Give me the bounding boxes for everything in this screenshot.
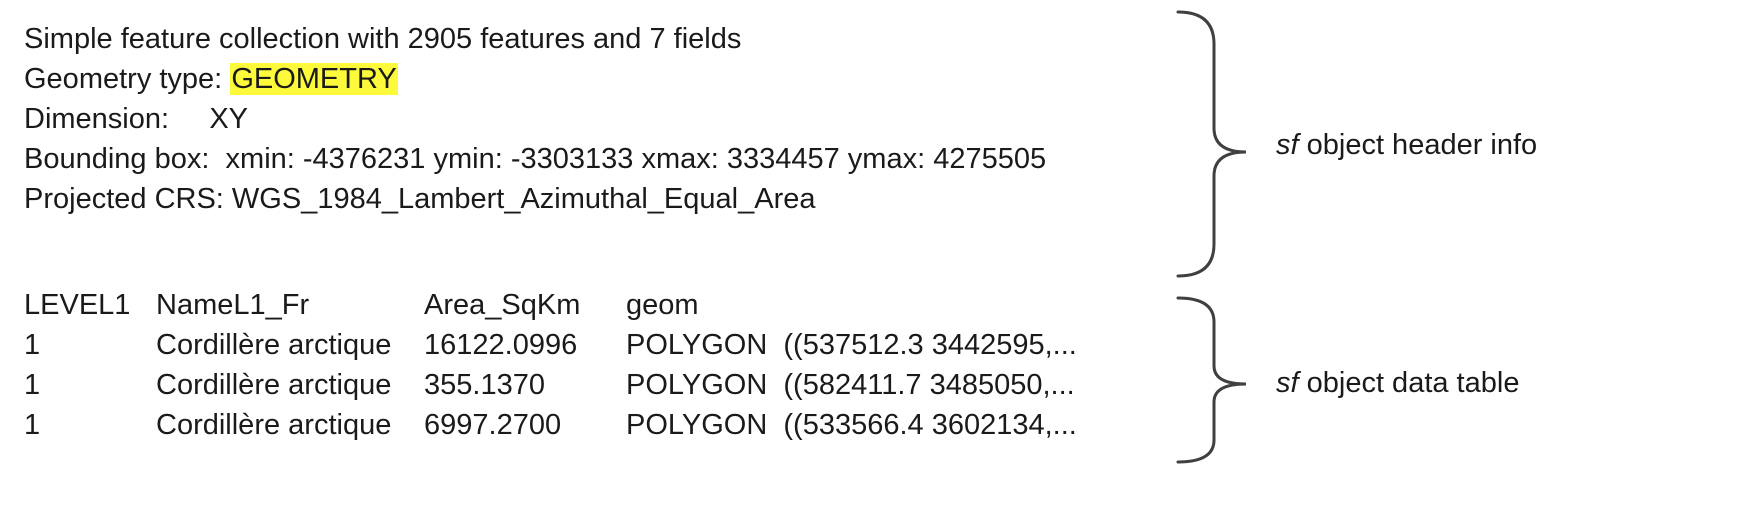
table-cell: POLYGON ((537512.3 3442595,... bbox=[626, 329, 1077, 361]
table-cell: Cordillère arctique bbox=[156, 369, 392, 401]
dimension-line: Dimension: XY bbox=[24, 103, 249, 135]
table-cell: 1 bbox=[24, 329, 41, 361]
table-cell: 16122.0996 bbox=[424, 329, 578, 361]
table-cell: 1 bbox=[24, 409, 41, 441]
column-header: geom bbox=[626, 289, 699, 321]
table-annotation: sf object data table bbox=[1276, 366, 1519, 400]
header-annotation-text: object header info bbox=[1298, 129, 1538, 161]
geometry-type-value: GEOMETRY bbox=[230, 63, 398, 95]
bounding-box-line: Bounding box: xmin: -4376231 ymin: -3303… bbox=[24, 143, 1047, 175]
table-cell: 1 bbox=[24, 369, 41, 401]
summary-line: Simple feature collection with 2905 feat… bbox=[24, 23, 742, 55]
table-annotation-prefix: sf bbox=[1276, 367, 1299, 399]
column-header: LEVEL1 bbox=[24, 289, 131, 321]
header-annotation-prefix: sf bbox=[1276, 129, 1299, 161]
table-cell: POLYGON ((533566.4 3602134,... bbox=[626, 409, 1077, 441]
table-cell: Cordillère arctique bbox=[156, 409, 392, 441]
table-brace bbox=[1176, 296, 1247, 464]
table-cell: POLYGON ((582411.7 3485050,... bbox=[626, 369, 1075, 401]
column-header: NameL1_Fr bbox=[156, 289, 310, 321]
header-brace bbox=[1176, 10, 1247, 278]
geometry-type-label: Geometry type: bbox=[24, 63, 231, 95]
table-annotation-text: object data table bbox=[1298, 367, 1520, 399]
table-cell: Cordillère arctique bbox=[156, 329, 392, 361]
table-cell: 6997.2700 bbox=[424, 409, 562, 441]
crs-line: Projected CRS: WGS_1984_Lambert_Azimutha… bbox=[24, 183, 816, 215]
header-annotation: sf object header info bbox=[1276, 128, 1537, 162]
column-header: Area_SqKm bbox=[424, 289, 581, 321]
table-cell: 355.1370 bbox=[424, 369, 545, 401]
geometry-type-line: Geometry type: GEOMETRY bbox=[24, 62, 398, 96]
